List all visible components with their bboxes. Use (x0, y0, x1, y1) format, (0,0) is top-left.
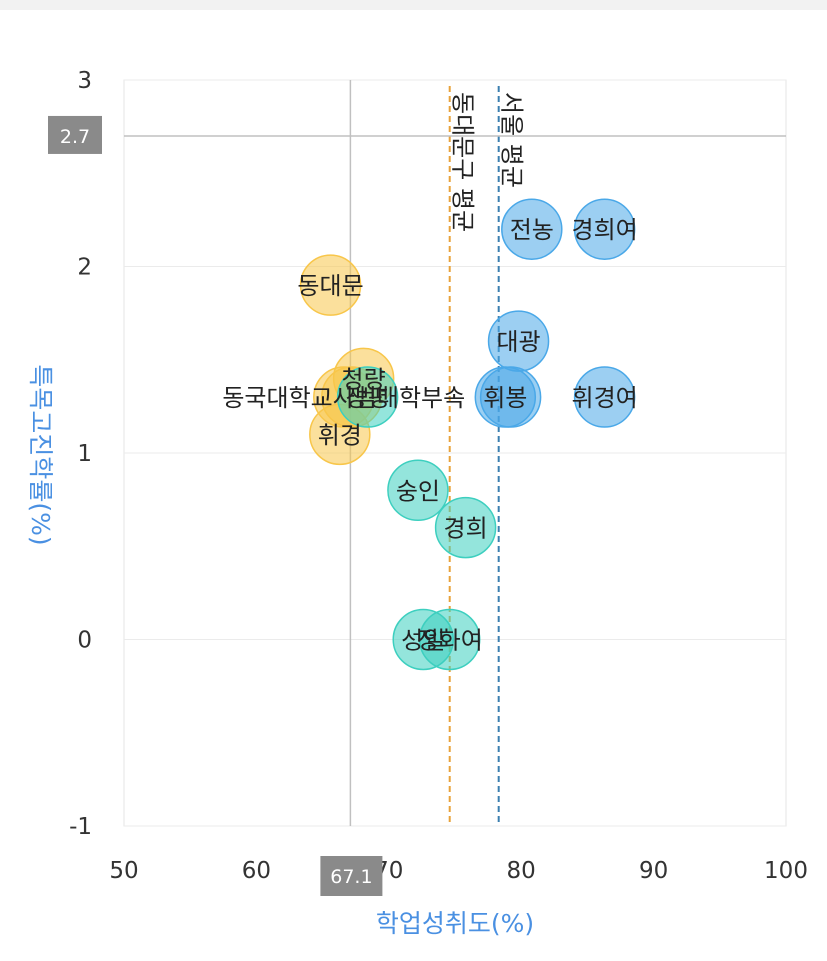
data-point (336, 366, 399, 428)
x-tick-label: 100 (764, 858, 808, 884)
y-tick-label: 1 (77, 441, 92, 467)
y-tick-label: 2 (77, 255, 92, 281)
data-label: 숭인 (396, 477, 440, 505)
data-label: 전농 (510, 216, 554, 244)
y-tick-label: -1 (69, 814, 92, 840)
reference-lines: 동대문구 평균 서울 평균 (448, 86, 526, 826)
x-crosshair-badge (320, 856, 383, 896)
y-crosshair-badge (48, 115, 102, 154)
y-axis-title: 특목고진학률(%) (26, 364, 55, 545)
data-label: 성일 (401, 627, 445, 655)
y-tick-label: 3 (77, 68, 92, 94)
data-point (434, 496, 497, 559)
data-point (418, 608, 481, 671)
data-point (474, 366, 537, 428)
data-label: 휘경여 (571, 384, 637, 412)
crosshair-badges: 2.7 67.1 (48, 115, 383, 896)
x-tick-label: 80 (507, 858, 536, 884)
data-point (501, 198, 563, 260)
data-label: 경희 (444, 515, 488, 543)
data-label: 동대문 (297, 272, 363, 300)
top-bar (0, 0, 827, 10)
x-tick-label: 90 (639, 858, 668, 884)
x-tick-label: 50 (109, 858, 138, 884)
data-points (299, 198, 636, 671)
data-label: 휘경 (318, 421, 362, 449)
data-label: 대광 (496, 328, 540, 356)
x-crosshair-badge-text: 67.1 (330, 866, 372, 888)
y-tick-label: 0 (77, 628, 92, 654)
data-label: 청량 (342, 365, 386, 393)
y-crosshair-badge-text: 2.7 (60, 126, 90, 148)
x-axis-title: 학업성취도(%) (376, 909, 534, 938)
data-point (299, 254, 362, 316)
data-point (573, 198, 636, 260)
data-label: 휘봉 (483, 384, 527, 412)
x-tick-label: 60 (242, 858, 271, 884)
data-point (387, 459, 449, 522)
reference-line-label: 서울 평균 (498, 92, 526, 188)
data-label: 정화여 (417, 627, 483, 655)
reference-line-label: 동대문구 평균 (449, 92, 477, 232)
data-label: 경희여 (571, 216, 637, 244)
data-label: 동국대학교사범대학부속 (222, 384, 465, 412)
data-label: 장평 (346, 384, 390, 412)
data-point (573, 366, 636, 428)
